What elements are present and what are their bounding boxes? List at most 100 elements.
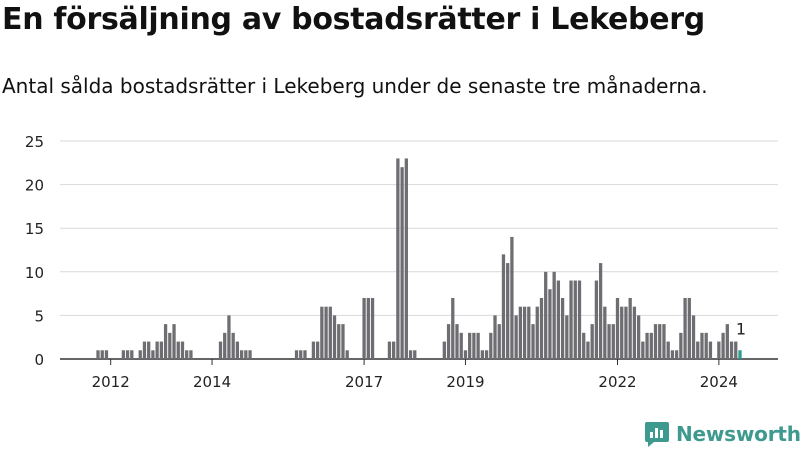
bar xyxy=(653,324,658,359)
bar xyxy=(345,350,349,359)
annotations: 1 xyxy=(736,319,746,338)
bar xyxy=(611,324,615,359)
bar xyxy=(598,263,603,359)
bar xyxy=(138,350,142,359)
bar xyxy=(294,350,299,359)
bar xyxy=(451,297,455,359)
bar xyxy=(539,297,544,359)
bar xyxy=(666,341,670,359)
annotation-label: 1 xyxy=(736,319,746,338)
bar xyxy=(729,341,734,359)
bar xyxy=(324,306,328,359)
bar xyxy=(480,350,484,359)
bar xyxy=(489,332,493,359)
bar xyxy=(239,350,244,359)
bar xyxy=(603,306,607,359)
bar xyxy=(569,280,573,359)
bar xyxy=(180,341,185,359)
x-tick-label: 2017 xyxy=(345,373,383,391)
bar xyxy=(299,350,303,359)
bar xyxy=(370,297,375,359)
bar xyxy=(645,332,649,359)
bar xyxy=(514,315,518,359)
bar xyxy=(632,306,637,359)
bar xyxy=(455,324,459,359)
bar xyxy=(582,332,586,359)
bar xyxy=(531,324,535,359)
gridlines xyxy=(60,140,778,360)
bar xyxy=(328,306,332,359)
bar xyxy=(320,306,324,359)
brand-name: Newsworthy xyxy=(676,422,800,446)
bar xyxy=(468,332,472,359)
bar xyxy=(472,332,476,359)
bar xyxy=(670,350,675,359)
bar xyxy=(155,341,159,359)
bar xyxy=(506,263,510,359)
bar xyxy=(674,350,679,359)
bar xyxy=(518,306,523,359)
bar xyxy=(168,332,172,359)
bar xyxy=(658,324,662,359)
bar xyxy=(662,324,666,359)
bar xyxy=(734,341,738,359)
x-axis-tick-labels: 2012 2014 2017 2019 2022 2024 xyxy=(92,359,738,391)
bar xyxy=(607,324,611,359)
bar xyxy=(400,167,404,359)
bar xyxy=(573,280,577,359)
bar xyxy=(717,341,721,359)
bar xyxy=(624,306,628,359)
bar xyxy=(142,341,147,359)
bar xyxy=(687,297,691,359)
bar xyxy=(696,341,700,359)
bar xyxy=(708,341,713,359)
bar xyxy=(104,350,109,359)
bar xyxy=(586,341,590,359)
chart-subtitle: Antal sålda bostadsrätter i Lekeberg und… xyxy=(2,74,708,98)
x-tick-label: 2022 xyxy=(598,373,636,391)
bar xyxy=(185,350,189,359)
bar xyxy=(560,297,565,359)
bar xyxy=(341,324,345,359)
bar xyxy=(691,315,696,359)
bar xyxy=(227,315,231,359)
bar xyxy=(96,350,100,359)
bar xyxy=(620,306,624,359)
bar xyxy=(501,254,506,359)
bar xyxy=(459,332,463,359)
bar xyxy=(366,297,370,359)
bar xyxy=(590,324,594,359)
chart-title: En försäljning av bostadsrätter i Lekebe… xyxy=(2,2,705,37)
bar xyxy=(446,324,451,359)
bar xyxy=(121,350,125,359)
bar xyxy=(362,297,366,359)
bar xyxy=(641,341,645,359)
bar xyxy=(337,324,341,359)
bar xyxy=(151,350,155,359)
bar xyxy=(649,332,653,359)
bar xyxy=(565,315,569,359)
bar xyxy=(535,306,539,359)
bar xyxy=(442,341,446,359)
bars xyxy=(96,158,742,359)
bar xyxy=(235,341,240,359)
bar xyxy=(413,350,417,359)
bar xyxy=(147,341,151,359)
bar xyxy=(408,350,413,359)
bar xyxy=(172,324,176,359)
bar xyxy=(392,341,396,359)
bar xyxy=(700,332,704,359)
bar xyxy=(738,350,742,359)
bar xyxy=(463,350,468,359)
newsworthy-logo-icon xyxy=(645,422,669,447)
bar xyxy=(396,158,400,359)
bar xyxy=(163,324,168,359)
bar xyxy=(125,350,130,359)
newsworthy-brand: Newsworthy xyxy=(644,420,800,448)
bar xyxy=(497,324,501,359)
bar xyxy=(176,341,180,359)
y-tick-label: 5 xyxy=(34,307,44,325)
y-tick-label: 20 xyxy=(25,177,44,195)
y-tick-label: 0 xyxy=(34,351,44,369)
bar xyxy=(100,350,104,359)
